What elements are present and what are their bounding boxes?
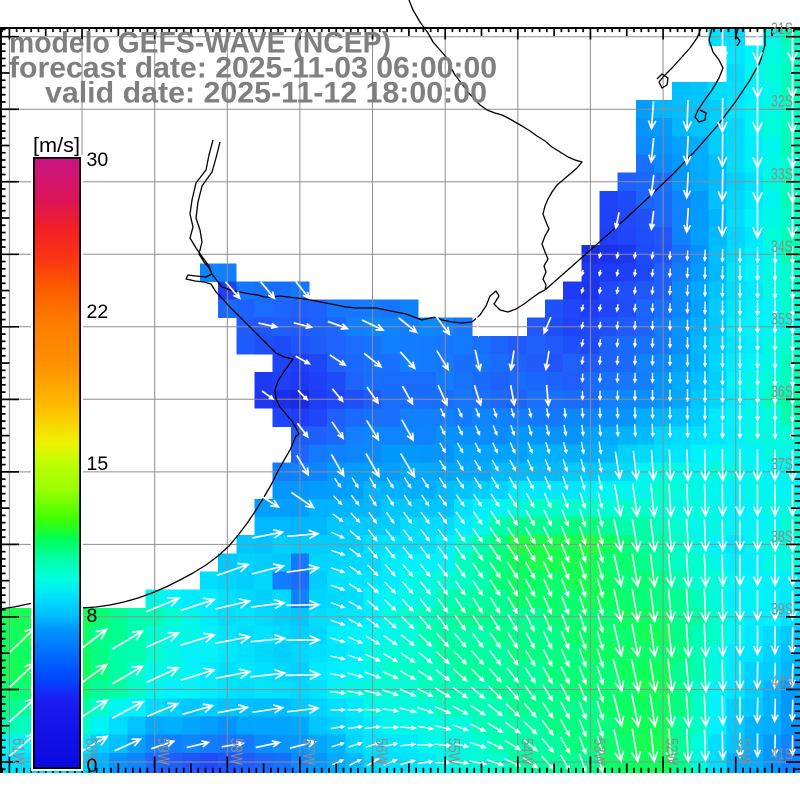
svg-text:39S: 39S [771, 599, 793, 618]
svg-text:32S: 32S [771, 92, 793, 111]
svg-text:36S: 36S [771, 382, 793, 401]
svg-text:35S: 35S [771, 309, 793, 328]
svg-text:57W: 57W [299, 738, 318, 765]
svg-text:0: 0 [87, 755, 98, 777]
svg-text:41S: 41S [771, 745, 793, 764]
svg-text:33S: 33S [771, 164, 793, 183]
svg-text:8: 8 [87, 605, 98, 627]
svg-text:modelo GEFS-WAVE (NCEP): modelo GEFS-WAVE (NCEP) [9, 27, 391, 60]
svg-text:30: 30 [87, 149, 109, 171]
svg-text:60W: 60W [82, 738, 101, 765]
svg-text:54W: 54W [517, 738, 536, 765]
svg-text:22: 22 [87, 301, 109, 323]
svg-text:15: 15 [87, 453, 109, 475]
svg-text:34S: 34S [771, 237, 793, 256]
svg-text:[m/s]: [m/s] [33, 135, 80, 157]
svg-text:valid date: 2025-11-12 18:00:0: valid date: 2025-11-12 18:00:00 [45, 77, 487, 110]
svg-text:53W: 53W [590, 738, 609, 765]
svg-text:58W: 58W [227, 738, 246, 765]
svg-text:52W: 52W [663, 738, 682, 765]
svg-text:61W: 61W [9, 738, 28, 765]
svg-text:40S: 40S [771, 672, 793, 691]
svg-text:56W: 56W [372, 738, 391, 765]
svg-text:51W: 51W [735, 738, 754, 765]
svg-text:forecast date: 2025-11-03 06:0: forecast date: 2025-11-03 06:00:00 [9, 52, 497, 85]
svg-text:38S: 38S [771, 527, 793, 546]
svg-text:55W: 55W [445, 738, 464, 765]
svg-text:31S: 31S [771, 19, 793, 38]
svg-text:59W: 59W [154, 738, 173, 765]
svg-text:37S: 37S [771, 454, 793, 473]
